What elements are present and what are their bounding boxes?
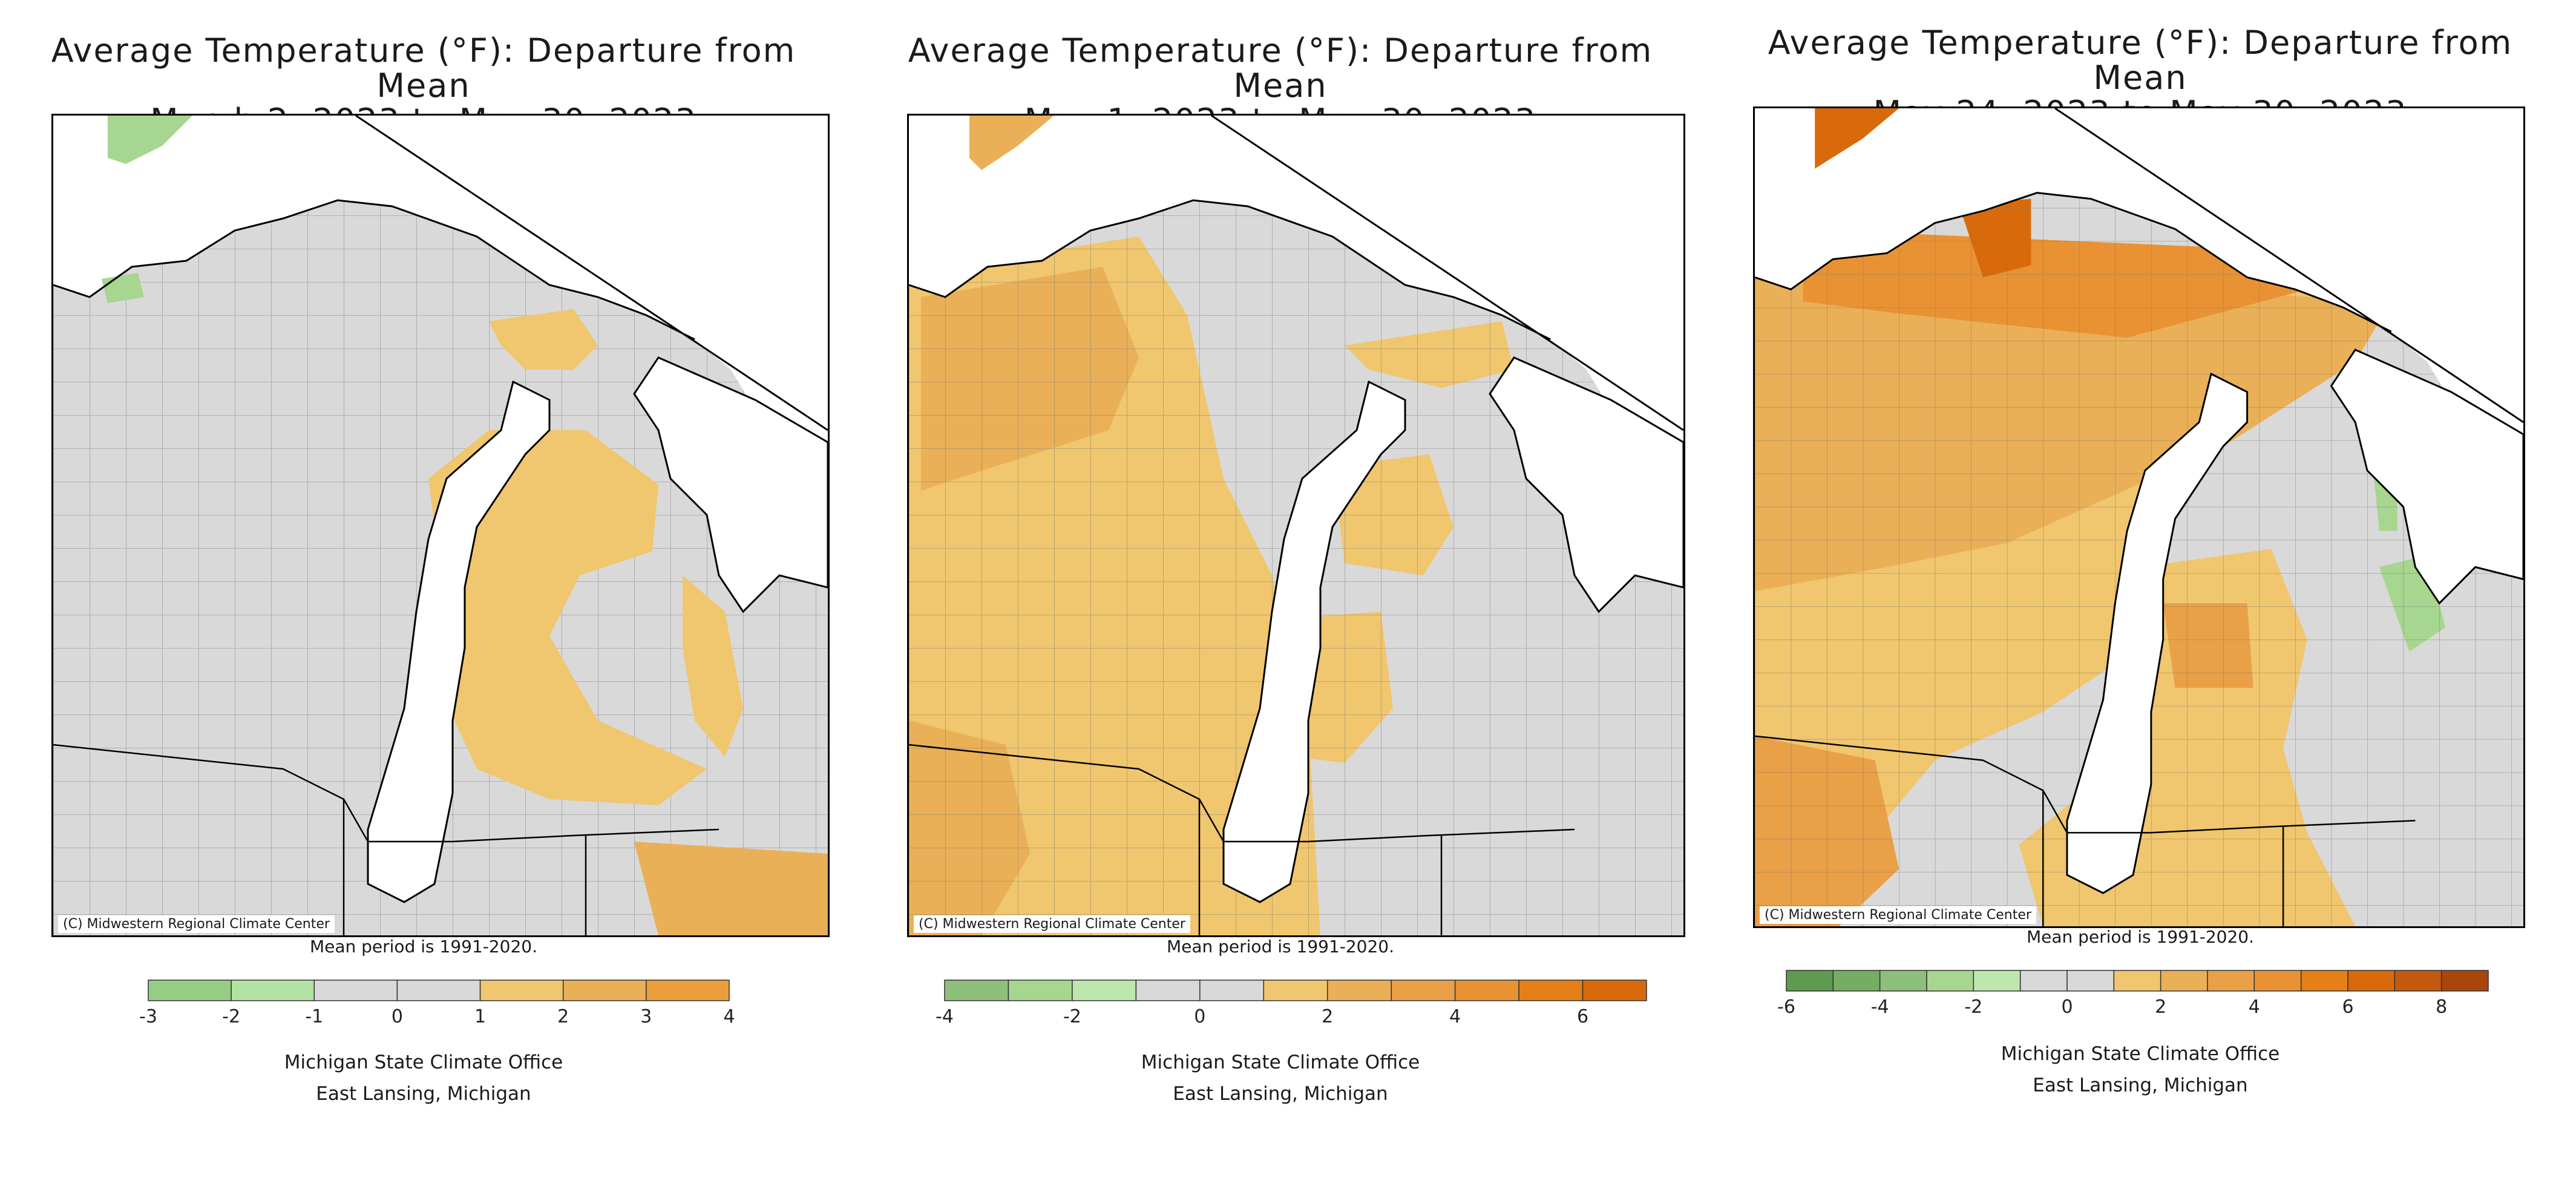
title-line-1: Average Temperature (°F): Departure from… <box>1768 24 2513 97</box>
scale-swatch <box>396 980 481 1001</box>
office-location: East Lansing, Michigan <box>1173 1083 1388 1105</box>
mean-period-note: Mean period is 1991-2020. <box>1166 937 1395 957</box>
lake-huron <box>1489 356 1683 613</box>
scale-swatch <box>2440 970 2489 992</box>
office-info: Michigan State Climate Office East Lansi… <box>1717 1038 2564 1101</box>
title-line-1: Average Temperature (°F): Departure from… <box>908 31 1653 105</box>
scale-swatch <box>1454 980 1519 1001</box>
scale-swatch <box>1786 970 1834 992</box>
temperature-map: (C) Midwestern Regional Climate Center <box>907 114 1685 937</box>
title-line-1: Average Temperature (°F): Departure from… <box>51 31 796 105</box>
scale-swatch <box>2066 970 2115 992</box>
map-panel-1: Average Temperature (°F): Departure from… <box>0 0 847 1184</box>
color-scale-bar: -6 -4 -2 0 2 4 6 8 <box>1777 970 2489 1018</box>
scale-swatch <box>148 980 232 1001</box>
scale-swatch <box>1518 980 1584 1001</box>
scale-swatch <box>1879 970 1927 992</box>
scale-tick-label: 2 <box>2155 996 2166 1018</box>
scale-swatch <box>1973 970 2021 992</box>
scale-tick-label: 4 <box>2249 996 2260 1018</box>
scale-tick-label: 2 <box>1322 1006 1333 1027</box>
lake-michigan <box>367 380 551 903</box>
scale-swatch <box>2300 970 2348 992</box>
office-name: Michigan State Climate Office <box>284 1052 563 1073</box>
scale-swatch <box>2019 970 2068 992</box>
map-credit: (C) Midwestern Regional Climate Center <box>58 915 335 933</box>
office-location: East Lansing, Michigan <box>2033 1074 2248 1096</box>
color-scale: -3 -2 -1 0 1 2 3 4 <box>139 980 735 1031</box>
scale-tick-label: -2 <box>222 1006 240 1027</box>
scale-tick-label: 8 <box>2436 996 2447 1018</box>
office-info: Michigan State Climate Office East Lansi… <box>0 1047 847 1110</box>
mean-period-note: Mean period is 1991-2020. <box>2026 927 2255 947</box>
scale-swatch <box>562 980 647 1001</box>
color-scale: -6 -4 -2 0 2 4 6 8 <box>1777 970 2489 1021</box>
scale-tick-label: 0 <box>392 1006 403 1027</box>
scale-tick-label: -1 <box>305 1006 323 1027</box>
office-location: East Lansing, Michigan <box>316 1083 531 1105</box>
scale-tick-label: -2 <box>1964 996 1982 1018</box>
scale-swatch <box>1199 980 1265 1001</box>
scale-swatch <box>1391 980 1456 1001</box>
scale-tick-label: 2 <box>557 1006 569 1027</box>
map-panel-3: Average Temperature (°F): Departure from… <box>1717 0 2564 1184</box>
scale-swatch <box>313 980 398 1001</box>
scale-tick-label: 0 <box>2061 996 2073 1018</box>
scale-swatch <box>1582 980 1647 1001</box>
map-graphic <box>1755 108 2523 926</box>
scale-swatch <box>1135 980 1201 1001</box>
office-name: Michigan State Climate Office <box>1141 1052 1420 1073</box>
scale-tick-label: 4 <box>1449 1006 1461 1027</box>
scale-swatch <box>231 980 315 1001</box>
mean-period-note: Mean period is 1991-2020. <box>309 937 538 957</box>
temperature-map: (C) Midwestern Regional Climate Center <box>1753 106 2525 928</box>
office-name: Michigan State Climate Office <box>2001 1043 2280 1065</box>
scale-tick-label: 4 <box>723 1006 735 1027</box>
lake-michigan <box>2066 372 2249 894</box>
scale-tick-label: -3 <box>139 1006 157 1027</box>
map-panel-2: Average Temperature (°F): Departure from… <box>857 0 1704 1184</box>
scale-swatch <box>1326 980 1392 1001</box>
temperature-map: (C) Midwestern Regional Climate Center <box>51 114 830 937</box>
color-scale-bar: -4 -2 0 2 4 6 <box>936 980 1647 1027</box>
scale-swatch <box>1926 970 1975 992</box>
scale-swatch <box>1263 980 1328 1001</box>
lake-huron <box>633 356 828 613</box>
lake-huron <box>2330 348 2523 605</box>
scale-swatch <box>1008 980 1073 1001</box>
scale-tick-label: -4 <box>936 1006 954 1027</box>
map-credit: (C) Midwestern Regional Climate Center <box>914 915 1190 933</box>
scale-swatch <box>1072 980 1137 1001</box>
map-credit: (C) Midwestern Regional Climate Center <box>1760 906 2036 924</box>
scale-tick-label: 1 <box>474 1006 486 1027</box>
scale-swatch <box>479 980 564 1001</box>
office-info: Michigan State Climate Office East Lansi… <box>857 1047 1704 1110</box>
scale-swatch <box>944 980 1009 1001</box>
scale-swatch <box>2160 970 2208 992</box>
scale-swatch <box>1832 970 1881 992</box>
map-graphic <box>909 116 1683 935</box>
scale-tick-label: 0 <box>1194 1006 1205 1027</box>
map-graphic <box>53 116 828 935</box>
scale-swatch <box>646 980 730 1001</box>
scale-tick-label: 6 <box>1577 1006 1588 1027</box>
scale-swatch <box>2113 970 2161 992</box>
scale-swatch <box>2253 970 2302 992</box>
lake-michigan <box>1222 380 1406 903</box>
scale-tick-label: -2 <box>1063 1006 1081 1027</box>
scale-tick-label: 3 <box>640 1006 652 1027</box>
scale-tick-label: 6 <box>2342 996 2353 1018</box>
color-scale: -4 -2 0 2 4 6 <box>936 980 1647 1031</box>
scale-tick-label: -4 <box>1871 996 1889 1018</box>
scale-tick-label: -6 <box>1777 996 1795 1018</box>
scale-swatch <box>2347 970 2396 992</box>
scale-swatch <box>2207 970 2255 992</box>
color-scale-bar: -3 -2 -1 0 1 2 3 4 <box>139 980 735 1027</box>
scale-swatch <box>2394 970 2442 992</box>
